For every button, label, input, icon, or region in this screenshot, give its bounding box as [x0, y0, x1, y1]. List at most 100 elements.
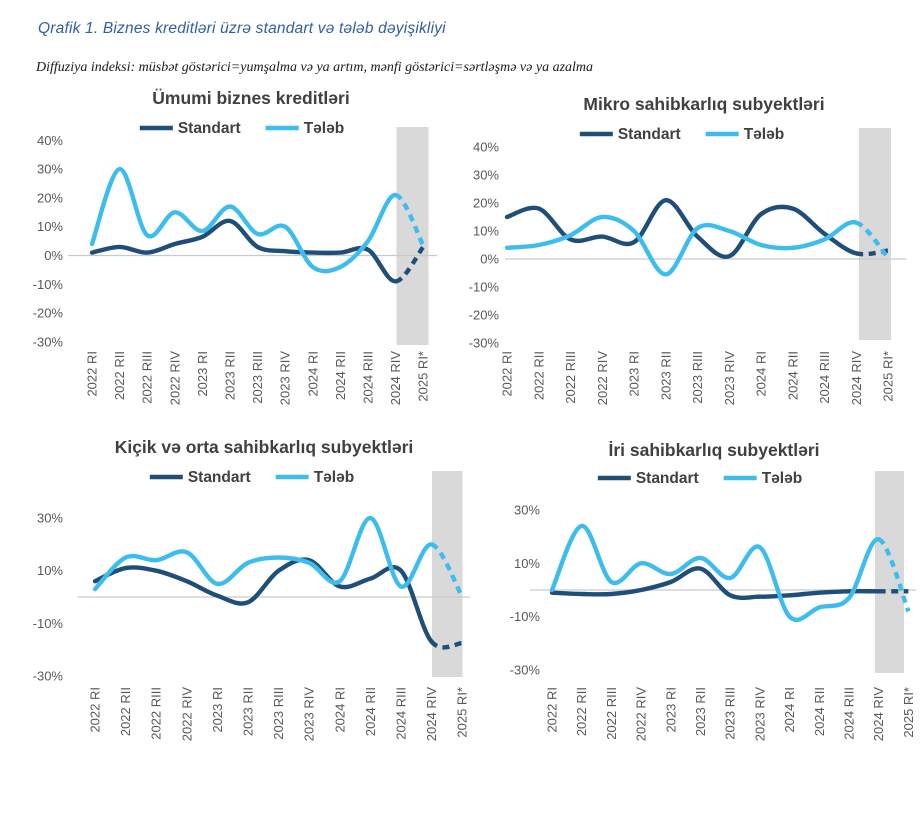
umumi-y-tick-label: -10%	[33, 277, 64, 292]
mikro-legend-label: Tələb	[744, 126, 784, 143]
iri-x-tick-label: 2023 RI	[663, 687, 678, 733]
iri-legend-label: Standart	[636, 470, 699, 487]
umumi-legend-label: Standart	[178, 120, 241, 137]
iri-teleb-forecast-line	[877, 537, 911, 613]
kicik-teleb-line	[92, 515, 434, 592]
umumi-x-tick-label: 2024 RIV	[388, 351, 403, 406]
mikro-y-tick-label: 10%	[473, 224, 499, 239]
umumi-x-tick-label: 2023 RII	[223, 351, 238, 400]
umumi-legend-label: Tələb	[304, 120, 344, 137]
kicik-y-tick-label: -10%	[33, 616, 64, 631]
iri-x-tick-label: 2022 RII	[574, 687, 589, 736]
kicik-x-tick-label: 2024 RIII	[394, 687, 409, 740]
iri-x-tick-label: 2023 RIV	[752, 687, 767, 742]
mikro-x-tick-label: 2022 RIV	[595, 351, 610, 406]
umumi-chart-title: Ümumi biznes kreditləri	[152, 88, 349, 108]
mikro-x-tick-label: 2024 RIV	[849, 351, 864, 406]
mikro-x-tick-label: 2024 RIII	[817, 351, 832, 404]
kicik-x-tick-label: 2023 RIV	[302, 687, 317, 742]
umumi-x-tick-label: 2022 RI	[85, 351, 100, 397]
mikro-x-tick-label: 2023 RIV	[722, 351, 737, 406]
mikro-x-tick-label: 2022 RIII	[563, 351, 578, 404]
umumi-teleb-forecast-line	[394, 192, 426, 247]
mikro-standart-line	[504, 198, 859, 259]
mikro-x-tick-label: 2022 RI	[500, 351, 515, 397]
mikro-x-tick-label: 2025 RI*	[881, 351, 896, 402]
kicik-x-tick-label: 2022 RIV	[179, 687, 194, 742]
mikro-y-tick-label: -30%	[469, 336, 500, 351]
umumi-legend: Standart Tələb	[139, 120, 344, 137]
umumi-x-tick-label: 2022 RIII	[140, 351, 155, 404]
umumi-x-tick-label: 2023 RI	[195, 351, 210, 397]
iri-x-tick-label: 2022 RIV	[634, 687, 649, 742]
umumi-standart-forecast-line	[394, 245, 425, 284]
iri-chart-title: İri sahibkarlıq subyektləri	[608, 440, 819, 460]
mikro-x-tick-label: 2023 RIII	[690, 351, 705, 404]
iri-y-tick-label: -10%	[510, 609, 541, 624]
kicik-x-tick-label: 2022 RI	[88, 687, 103, 733]
iri-x-tick-label: 2024 RIII	[842, 687, 857, 740]
umumi-x-tick-label: 2023 RIV	[278, 351, 293, 406]
iri-x-tick-label: 2024 RI	[782, 687, 797, 733]
umumi-forecast-band	[396, 127, 429, 345]
kicik-legend-label: Standart	[188, 469, 251, 486]
umumi-y-tick-label: 40%	[37, 133, 63, 148]
umumi-y-tick-label: 20%	[37, 190, 63, 205]
kicik-legend: Standart Tələb	[149, 469, 354, 486]
mikro-y-tick-label: 30%	[473, 168, 499, 183]
kicik-teleb-forecast-line	[430, 542, 465, 599]
mikro-legend: Standart Tələb	[579, 126, 784, 143]
umumi-teleb-line	[89, 166, 398, 274]
iri-x-tick-label: 2022 RIII	[604, 687, 619, 740]
iri-teleb-line	[549, 523, 881, 623]
mikro-y-tick-label: -20%	[469, 308, 500, 323]
umumi-x-tick-label: 2024 RII	[333, 351, 348, 400]
mikro-chart-title: Mikro sahibkarlıq subyektləri	[583, 94, 824, 114]
iri-y-tick-label: -30%	[510, 663, 541, 678]
kicik-x-tick-label: 2022 RIII	[149, 687, 164, 740]
kicik-x-tick-label: 2025 RI*	[455, 687, 470, 738]
iri-x-tick-label: 2023 RII	[693, 687, 708, 736]
mikro-y-tick-label: -10%	[469, 280, 500, 295]
mikro-y-tick-label: 40%	[473, 140, 499, 155]
kicik-x-tick-label: 2023 RII	[241, 687, 256, 736]
iri-x-tick-label: 2022 RI	[545, 687, 560, 733]
umumi-y-tick-label: -30%	[33, 334, 64, 349]
kicik-x-tick-label: 2024 RII	[363, 687, 378, 736]
kicik-chart-title: Kiçik və orta sahibkarlıq subyektləri	[115, 437, 414, 457]
mikro-x-tick-label: 2024 RI	[754, 351, 769, 397]
figure-subtitle: Diffuziya indeksi: müsbət göstərici=yumş…	[36, 60, 594, 75]
kicik-x-tick-label: 2024 RIV	[424, 687, 439, 742]
umumi-standart-line	[89, 218, 398, 284]
umumi-x-tick-label: 2022 RIV	[167, 351, 182, 406]
kicik-x-tick-label: 2023 RIII	[271, 687, 286, 740]
mikro-x-tick-label: 2022 RII	[531, 351, 546, 400]
iri-x-tick-label: 2025 RI*	[901, 687, 916, 738]
kicik-standart-forecast-line	[429, 640, 463, 650]
kicik-legend-label: Tələb	[314, 469, 354, 486]
chart-mikro: Mikro sahibkarlıq subyektləri 40% 30% 20% 10…	[469, 94, 906, 405]
umumi-y-tick-label: 30%	[37, 162, 63, 177]
iri-y-tick-label: 30%	[514, 502, 540, 517]
umumi-x-tick-label: 2025 RI*	[416, 351, 431, 402]
mikro-y-tick-label: 20%	[473, 196, 499, 211]
kicik-x-tick-label: 2024 RI	[332, 687, 347, 733]
mikro-standart-forecast-line	[855, 248, 889, 257]
iri-x-tick-label: 2024 RIV	[871, 687, 886, 742]
mikro-teleb-line	[504, 214, 859, 277]
umumi-x-tick-label: 2024 RIII	[361, 351, 376, 404]
umumi-y-tick-label: 0%	[44, 248, 63, 263]
figure-title: Qrafik 1. Biznes kreditləri üzrə standar…	[38, 20, 446, 37]
umumi-y-tick-label: 10%	[37, 219, 63, 234]
chart-kicik: Kiçik və orta sahibkarlıq subyektləri 30%…	[33, 437, 470, 741]
mikro-legend-label: Standart	[618, 126, 681, 143]
mikro-x-tick-label: 2024 RII	[785, 351, 800, 400]
mikro-x-tick-label: 2023 RI	[627, 351, 642, 397]
iri-legend-label: Tələb	[762, 470, 802, 487]
umumi-y-tick-label: -20%	[33, 306, 64, 321]
kicik-x-tick-label: 2023 RI	[210, 687, 225, 733]
mikro-teleb-forecast-line	[855, 220, 890, 260]
iri-x-tick-label: 2023 RIII	[723, 687, 738, 740]
umumi-x-tick-label: 2022 RII	[112, 351, 127, 400]
umumi-x-tick-label: 2024 RI	[305, 351, 320, 397]
